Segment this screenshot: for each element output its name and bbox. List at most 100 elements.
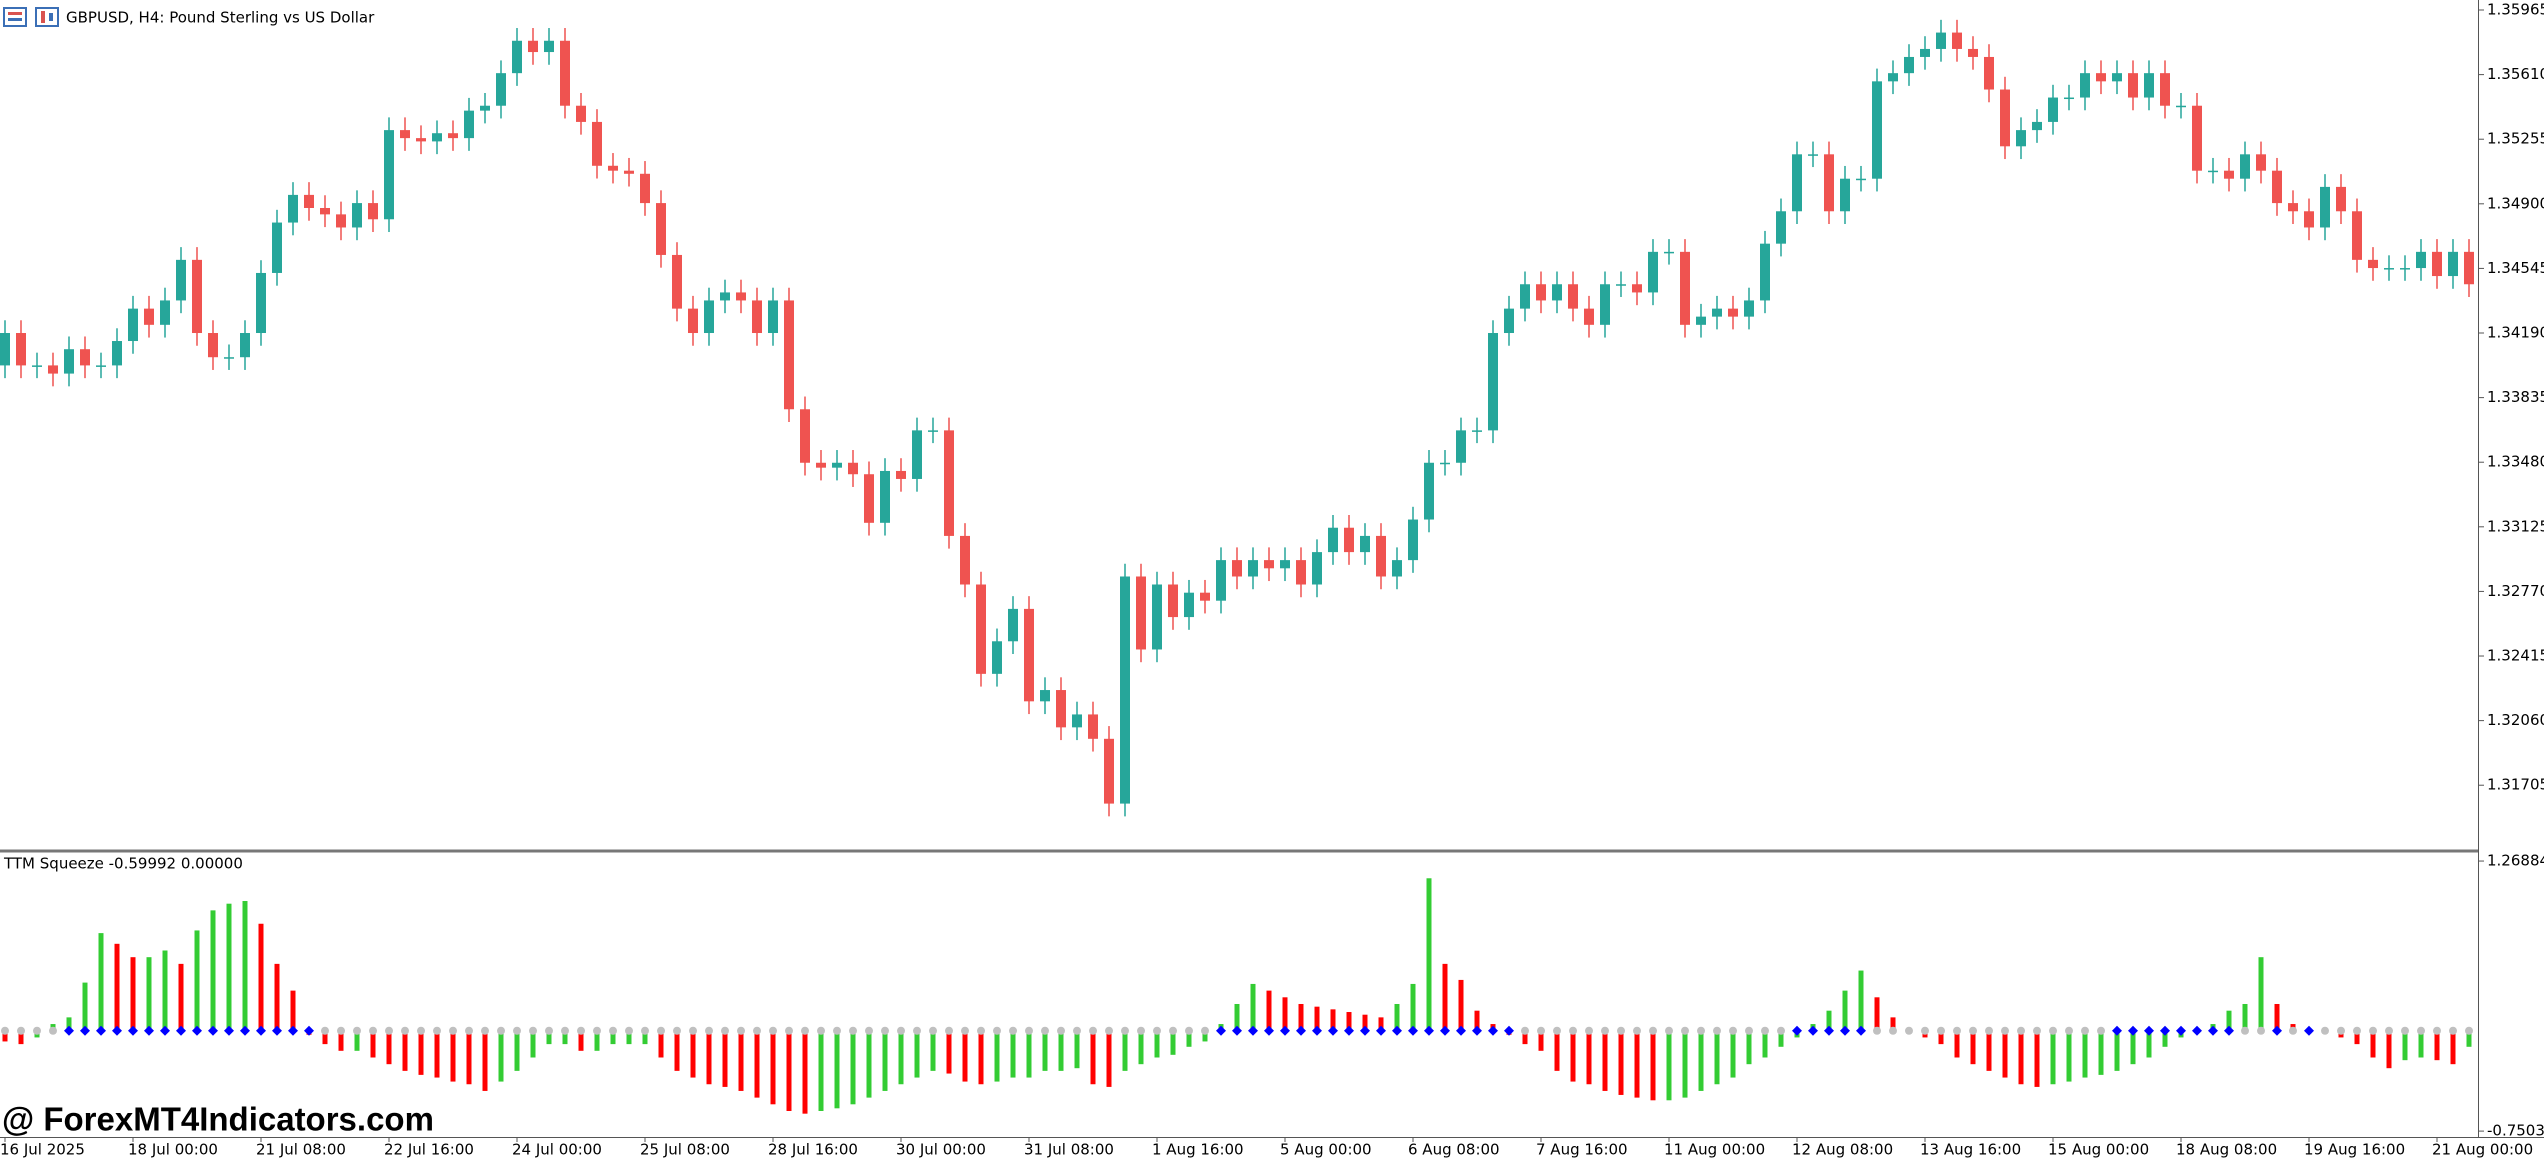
momentum-bar <box>1682 1030 1688 1098</box>
squeeze-dot <box>2176 1025 2186 1036</box>
y-tick-label: 1.33125 <box>2487 517 2544 535</box>
candle-body <box>720 292 730 301</box>
momentum-bar <box>178 963 184 1031</box>
squeeze-dot <box>1105 1026 1113 1035</box>
squeeze-dot <box>1328 1025 1338 1036</box>
squeeze-dot <box>513 1026 521 1035</box>
candle-body <box>1312 552 1322 585</box>
squeeze-dot <box>176 1025 186 1036</box>
squeeze-dot <box>545 1026 553 1035</box>
candle-body <box>1712 308 1722 317</box>
momentum-bar <box>2002 1030 2008 1078</box>
candle-body <box>832 462 842 468</box>
squeeze-dot <box>224 1025 234 1036</box>
squeeze-dot <box>593 1026 601 1035</box>
momentum-bar <box>2418 1030 2424 1058</box>
squeeze-dot <box>1921 1026 1929 1035</box>
candle-body <box>2304 211 2314 228</box>
momentum-bar <box>1330 1009 1336 1031</box>
y-tick-label: 1.32060 <box>2487 711 2544 729</box>
momentum-bar <box>338 1030 344 1051</box>
candle-body <box>2000 89 2010 147</box>
squeeze-dot <box>256 1025 266 1036</box>
momentum-bar <box>370 1030 376 1058</box>
y-tick-label: 1.34545 <box>2487 259 2544 277</box>
candle-body <box>2336 186 2346 212</box>
candle-body <box>2256 154 2266 171</box>
momentum-bar <box>1698 1030 1704 1091</box>
candle-body <box>2016 130 2026 147</box>
squeeze-dot <box>2049 1026 2057 1035</box>
momentum-bar <box>2082 1030 2088 1078</box>
momentum-bar <box>1426 878 1432 1031</box>
squeeze-dot <box>1169 1026 1177 1035</box>
momentum-bar <box>1042 1030 1048 1071</box>
squeeze-dot <box>849 1026 857 1035</box>
icon-stripe <box>8 18 22 21</box>
momentum-bar <box>994 1030 1000 1082</box>
candle-body <box>2464 251 2474 285</box>
momentum-bar <box>2114 1030 2120 1071</box>
candle-body <box>1920 48 1930 57</box>
momentum-bar <box>434 1030 440 1078</box>
momentum-bar <box>226 903 232 1031</box>
squeeze-dot <box>1376 1025 1386 1036</box>
momentum-bar <box>450 1030 456 1082</box>
momentum-bar <box>1970 1030 1976 1065</box>
momentum-bar <box>1522 1030 1528 1045</box>
candle-body <box>592 121 602 166</box>
chart-icon[interactable] <box>35 7 59 27</box>
momentum-bar <box>1778 1030 1784 1047</box>
squeeze-dot <box>1745 1026 1753 1035</box>
candle-body <box>1632 284 1642 293</box>
candle-body <box>1648 251 1658 293</box>
squeeze-dot <box>112 1025 122 1036</box>
candle-body <box>32 365 42 367</box>
candle-body <box>1792 154 1802 212</box>
candle-body <box>1664 251 1674 254</box>
candle-body <box>784 300 794 410</box>
icon-frame[interactable] <box>3 7 27 27</box>
squeeze-dot <box>1216 1025 1226 1036</box>
momentum-bar <box>738 1030 744 1091</box>
candle-body <box>768 300 778 334</box>
momentum-bar <box>1762 1030 1768 1058</box>
momentum-bar <box>786 1030 792 1111</box>
candle-body <box>1424 462 1434 520</box>
candle-body <box>1760 243 1770 301</box>
candle-body <box>880 470 890 523</box>
momentum-bar <box>1746 1030 1752 1065</box>
candle-body <box>608 165 618 171</box>
candle-body <box>112 341 122 366</box>
squeeze-dot <box>1937 1026 1945 1035</box>
momentum-bar <box>1282 997 1288 1031</box>
candle-body <box>0 333 10 366</box>
squeeze-dot <box>1792 1025 1802 1036</box>
momentum-bar <box>546 1030 552 1045</box>
squeeze-dot <box>369 1026 377 1035</box>
candle-body <box>448 133 458 139</box>
candle-body <box>656 203 666 255</box>
y-tick-label: 1.33835 <box>2487 388 2544 406</box>
momentum-bar <box>2370 1030 2376 1058</box>
candle-body <box>560 40 570 106</box>
symbol-icon[interactable] <box>3 7 27 27</box>
squeeze-dot <box>1713 1026 1721 1035</box>
momentum-bar <box>562 1030 568 1045</box>
candle-body <box>624 170 634 174</box>
squeeze-dot <box>128 1025 138 1036</box>
squeeze-dot <box>1953 1026 1961 1035</box>
squeeze-dot <box>657 1026 665 1035</box>
momentum-bar <box>658 1030 664 1058</box>
icon-frame[interactable] <box>35 7 59 27</box>
candle-body <box>496 73 506 106</box>
momentum-bar <box>1202 1030 1208 1042</box>
y-tick-label: 1.35610 <box>2487 65 2544 83</box>
x-tick-label: 16 Jul 2025 <box>0 1141 85 1159</box>
momentum-bar <box>514 1030 520 1071</box>
x-tick-label: 19 Aug 16:00 <box>2304 1141 2405 1159</box>
squeeze-dot <box>1840 1025 1850 1036</box>
candle-body <box>2448 251 2458 277</box>
momentum-bar <box>1602 1030 1608 1091</box>
